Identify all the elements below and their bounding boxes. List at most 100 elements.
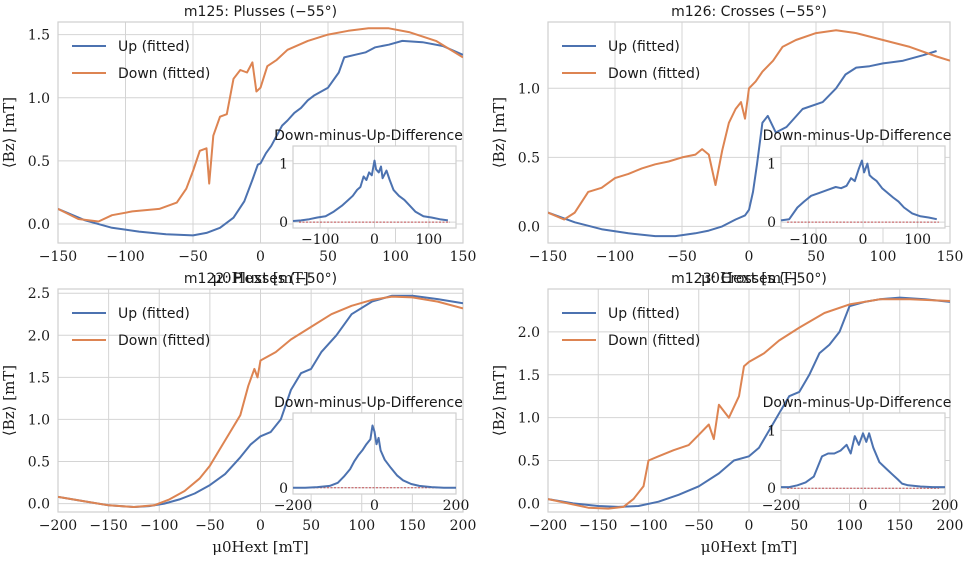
x-tick-label: −150 bbox=[89, 518, 127, 534]
legend-down-label: Down (fitted) bbox=[118, 66, 210, 82]
y-tick-label: 0.0 bbox=[518, 496, 540, 512]
legend-up-label: Up (fitted) bbox=[608, 306, 680, 322]
x-axis-label: μ0Hext [mT] bbox=[212, 538, 308, 556]
x-tick-label: −100 bbox=[596, 249, 634, 265]
x-axis-label: μ0Hext [mT] bbox=[701, 269, 797, 287]
inset-x-tick-label: 0 bbox=[859, 232, 868, 248]
inset-x-tick-label: 200 bbox=[443, 498, 470, 514]
y-tick-label: 0.0 bbox=[28, 497, 50, 513]
axes-frame bbox=[547, 21, 951, 244]
inset-y-tick-label: 1 bbox=[767, 157, 776, 173]
inset-y-tick-label: 0 bbox=[767, 215, 776, 231]
y-tick-label: 1.0 bbox=[28, 91, 50, 107]
up-fitted-line bbox=[548, 50, 937, 238]
x-tick-label: 0 bbox=[745, 249, 754, 265]
inset-y-tick-label: 0 bbox=[279, 215, 288, 231]
legend-down-label: Down (fitted) bbox=[608, 333, 700, 349]
inset-frame bbox=[780, 412, 946, 495]
x-tick-label: −200 bbox=[39, 518, 77, 534]
y-tick-label: 2.0 bbox=[518, 325, 540, 341]
inset-x-tick-label: 0 bbox=[370, 498, 379, 514]
x-tick-label: 100 bbox=[870, 249, 897, 265]
inset-title: Down-minus-Up-Difference bbox=[763, 128, 952, 144]
down-fitted-line bbox=[58, 295, 463, 508]
x-tick-label: 150 bbox=[937, 249, 964, 265]
x-axis-label: μ0Hext [mT] bbox=[212, 269, 308, 287]
inset-frame bbox=[292, 412, 457, 495]
legend: Up (fitted) Down (fitted) bbox=[72, 306, 210, 349]
y-tick-label: 2.5 bbox=[28, 286, 50, 302]
x-tick-label: −100 bbox=[629, 518, 667, 534]
x-tick-label: 0 bbox=[256, 249, 265, 265]
inset-y-tick-label: 0 bbox=[279, 481, 288, 497]
subplot-title: m126: Crosses (−55°) bbox=[671, 4, 827, 20]
inset-difference-line bbox=[781, 432, 945, 489]
x-tick-label: −150 bbox=[529, 249, 567, 265]
down-fitted-line bbox=[548, 29, 950, 221]
x-tick-label: 50 bbox=[302, 518, 320, 534]
y-tick-label: 0.5 bbox=[518, 150, 540, 166]
x-tick-label: 100 bbox=[382, 249, 409, 265]
axes-frame bbox=[57, 21, 464, 244]
inset-title: Down-minus-Up-Difference bbox=[274, 128, 463, 144]
inset-difference-line bbox=[292, 159, 449, 222]
subplot-title: m123: Crosses (−50°) bbox=[671, 271, 827, 287]
y-tick-label: 1.0 bbox=[28, 412, 50, 428]
y-tick-label: 1.5 bbox=[518, 368, 540, 384]
x-tick-label: 0 bbox=[256, 518, 265, 534]
inset-difference: −100 0 100 0 1 Down-minus-Up-Difference bbox=[763, 128, 952, 248]
inset-title: Down-minus-Up-Difference bbox=[763, 395, 952, 411]
inset-x-tick-label: −100 bbox=[789, 232, 827, 248]
legend: Up (fitted) Down (fitted) bbox=[72, 39, 210, 82]
down-fitted-line bbox=[58, 27, 463, 223]
x-tick-label: −50 bbox=[195, 518, 225, 534]
x-tick-label: 50 bbox=[319, 249, 337, 265]
y-tick-label: 1.0 bbox=[518, 411, 540, 427]
x-tick-label: 50 bbox=[807, 249, 825, 265]
inset-difference: −100 0 100 0 1 Down-minus-Up-Difference bbox=[274, 128, 463, 248]
inset-title: Down-minus-Up-Difference bbox=[274, 395, 463, 411]
inset-x-tick-label: −200 bbox=[762, 498, 800, 514]
legend-down-label: Down (fitted) bbox=[118, 333, 210, 349]
y-axis-label: ⟨Bz⟩ [mT] bbox=[490, 97, 508, 168]
inset-x-tick-label: −100 bbox=[301, 232, 339, 248]
x-axis-label: μ0Hext [mT] bbox=[701, 538, 797, 556]
up-fitted-line bbox=[58, 39, 463, 237]
inset-x-tick-label: 200 bbox=[932, 498, 959, 514]
x-tick-label: 150 bbox=[399, 518, 426, 534]
inset-frame bbox=[292, 145, 457, 229]
inset-difference-line bbox=[780, 159, 938, 222]
inset-x-tick-label: −200 bbox=[274, 498, 312, 514]
legend-up-label: Up (fitted) bbox=[118, 39, 190, 55]
y-axis-label: ⟨Bz⟩ [mT] bbox=[490, 365, 508, 436]
subplot-3: −200 −150 −100 −50 0 50 100 150 200 0.0 0.5 1.0 1.5 2… bbox=[0, 271, 476, 556]
y-tick-label: 0.5 bbox=[28, 455, 50, 471]
subplot-title: m122: Plusses (−50°) bbox=[184, 271, 337, 287]
inset-x-tick-label: 100 bbox=[415, 232, 442, 248]
y-tick-label: 0.0 bbox=[518, 219, 540, 235]
inset-y-tick-label: 0 bbox=[767, 481, 776, 497]
x-tick-label: −100 bbox=[106, 249, 144, 265]
subplot-4: −200 −150 −100 −50 0 50 100 150 2000.00.51.01.52… bbox=[490, 271, 963, 556]
x-tick-label: 150 bbox=[450, 249, 477, 265]
x-tick-label: −150 bbox=[39, 249, 77, 265]
legend-down-label: Down (fitted) bbox=[608, 66, 700, 82]
x-tick-label: −200 bbox=[529, 518, 567, 534]
inset-y-tick-label: 1 bbox=[279, 157, 288, 173]
legend-up-label: Up (fitted) bbox=[118, 306, 190, 322]
down-fitted-line bbox=[548, 298, 950, 510]
inset-x-tick-label: 100 bbox=[904, 232, 931, 248]
y-tick-label: 0.5 bbox=[28, 154, 50, 170]
legend: Up (fitted) Down (fitted) bbox=[562, 306, 700, 349]
y-tick-label: 1.5 bbox=[28, 370, 50, 386]
inset-x-tick-label: 0 bbox=[370, 232, 379, 248]
x-tick-label: 200 bbox=[450, 518, 477, 534]
y-tick-label: 1.0 bbox=[518, 81, 540, 97]
x-tick-label: −100 bbox=[140, 518, 178, 534]
y-axis-label: ⟨Bz⟩ [mT] bbox=[0, 97, 18, 168]
legend-up-label: Up (fitted) bbox=[608, 39, 680, 55]
